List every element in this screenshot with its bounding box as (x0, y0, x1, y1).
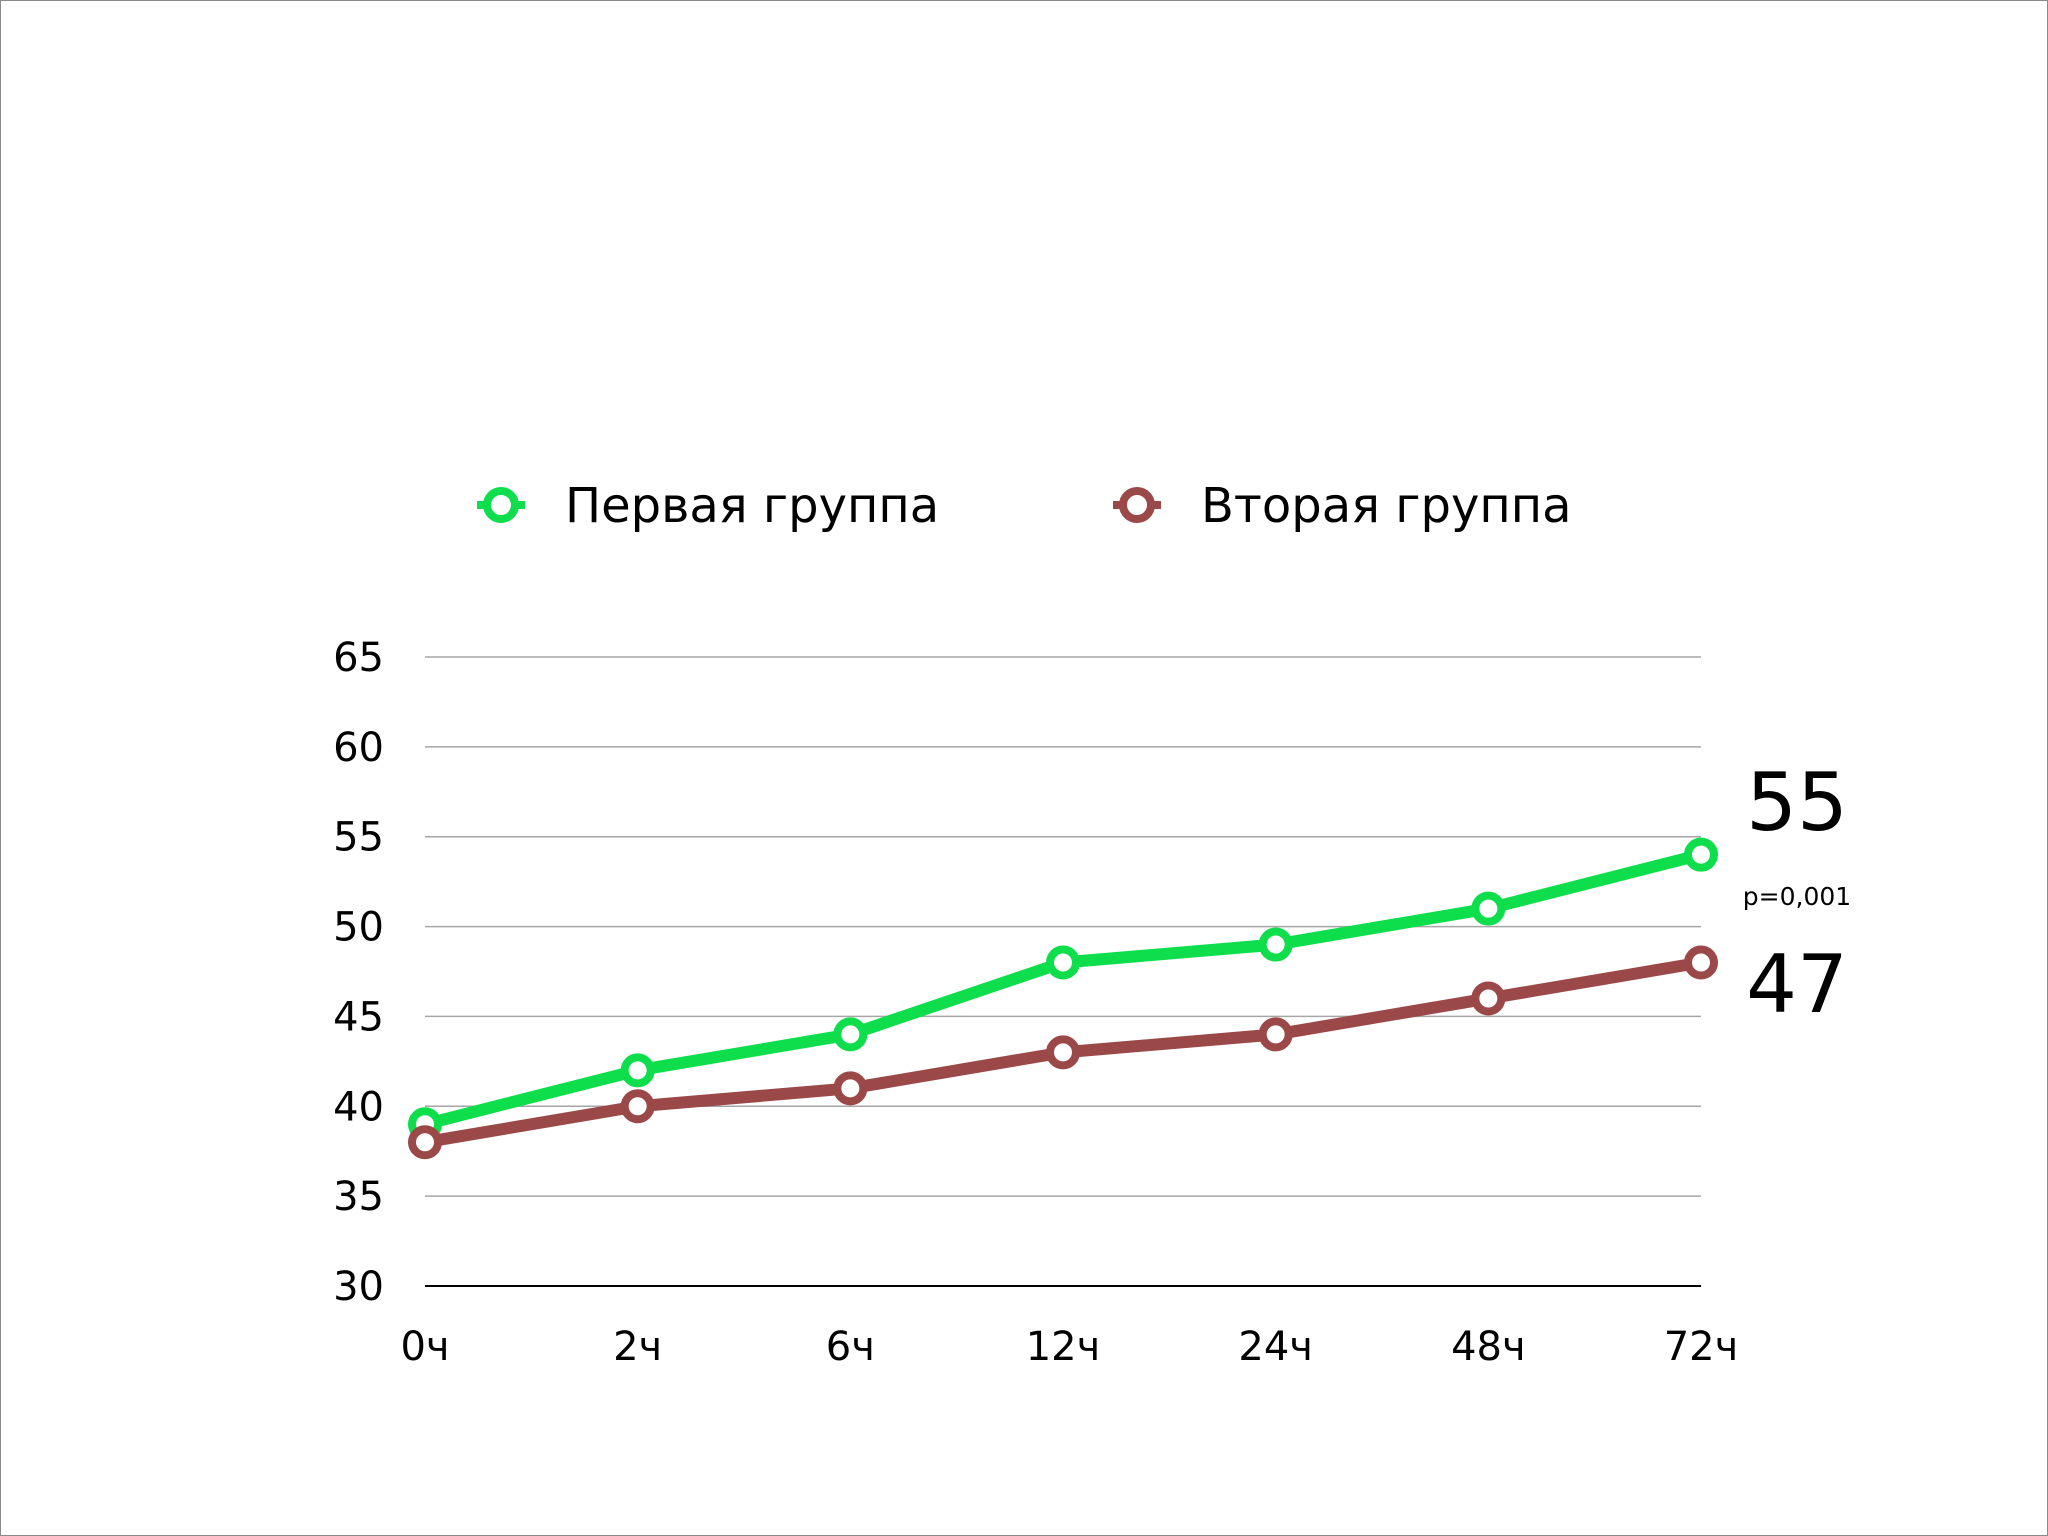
data-point (1684, 945, 1718, 980)
x-tick-label: 72ч (1664, 1324, 1739, 1370)
legend: Первая группа Вторая группа (477, 478, 1572, 534)
y-tick-label: 30 (333, 1264, 384, 1310)
y-tick-label: 35 (333, 1174, 384, 1220)
data-point (833, 1071, 868, 1106)
data-point (1046, 945, 1080, 980)
x-axis-ticks: 0ч 2ч 6ч 12ч 24ч 48ч 72ч (400, 1324, 1738, 1370)
data-point (1684, 837, 1718, 872)
y-tick-label: 60 (333, 725, 384, 771)
x-tick-label: 24ч (1238, 1324, 1313, 1370)
y-tick-label: 65 (333, 635, 384, 681)
legend-label: Первая группа (565, 478, 939, 534)
x-tick-label: 48ч (1451, 1324, 1526, 1370)
y-tick-label: 40 (333, 1084, 384, 1130)
y-tick-label: 50 (333, 905, 384, 951)
x-tick-label: 6ч (826, 1324, 875, 1370)
data-point (1471, 981, 1506, 1016)
y-tick-label: 45 (333, 994, 384, 1040)
series-layer (408, 837, 1718, 1160)
legend-item: Первая группа (477, 478, 939, 534)
data-point (1471, 891, 1506, 926)
data-point (620, 1053, 655, 1088)
x-tick-label: 2ч (613, 1324, 662, 1370)
legend-swatch-marker (483, 487, 519, 523)
p-value-label: p=0,001 (1743, 882, 1851, 911)
data-point (408, 1125, 442, 1160)
annotations: 55 p=0,001 47 (1743, 756, 1851, 1031)
y-axis-ticks: 30 35 40 45 50 55 60 65 (333, 635, 384, 1310)
data-point (1258, 927, 1293, 962)
x-tick-label: 0ч (400, 1324, 449, 1370)
data-point (620, 1089, 655, 1124)
legend-item: Вторая группа (1113, 478, 1572, 534)
data-point (1258, 1017, 1293, 1052)
y-tick-label: 55 (333, 815, 384, 861)
x-tick-label: 12ч (1026, 1324, 1101, 1370)
series-2-markers (408, 945, 1718, 1160)
legend-swatch-marker (1119, 487, 1155, 523)
data-point (1046, 1035, 1080, 1070)
first-group-final-value: 55 (1746, 756, 1848, 849)
data-point (833, 1017, 868, 1052)
gridlines (425, 656, 1701, 1287)
legend-label: Вторая группа (1201, 478, 1572, 534)
second-group-final-value: 47 (1746, 938, 1848, 1031)
